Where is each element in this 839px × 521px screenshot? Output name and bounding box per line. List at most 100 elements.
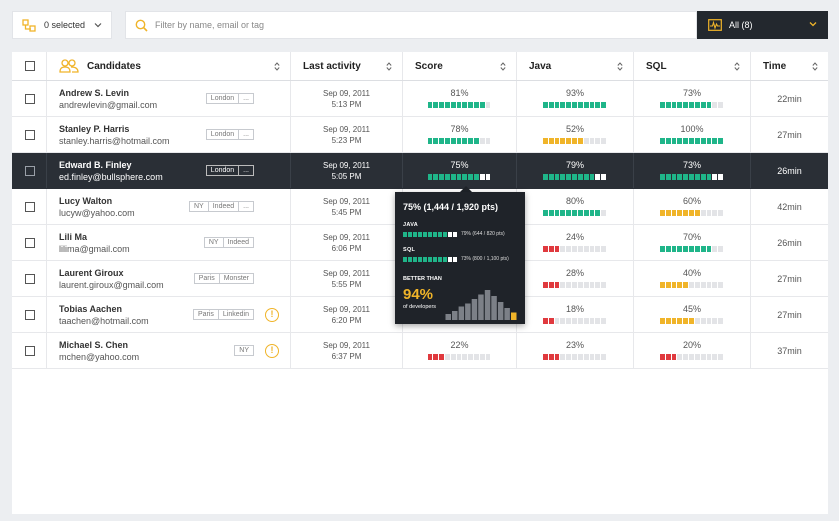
time-cell: 22min: [751, 81, 828, 116]
header-candidates[interactable]: Candidates: [47, 52, 291, 80]
candidate-name[interactable]: Stanley P. Harris: [59, 124, 130, 134]
bar-segment: [443, 256, 447, 262]
tag[interactable]: ...: [238, 201, 254, 212]
tag[interactable]: NY: [234, 345, 254, 356]
bar-segment: [683, 102, 689, 108]
tag[interactable]: ...: [238, 129, 254, 140]
row-checkbox[interactable]: [25, 345, 35, 356]
bar-segment: [712, 174, 718, 180]
bar-segment: [428, 256, 432, 262]
bar-segment: [718, 102, 723, 108]
bar-segment: [689, 174, 694, 180]
candidate-name[interactable]: Laurent Giroux: [59, 268, 124, 278]
header-java[interactable]: Java: [517, 52, 634, 80]
bar-segment: [554, 246, 560, 252]
bar-segment: [418, 231, 422, 237]
bar-segment: [595, 354, 601, 360]
bar-segment: [427, 138, 433, 144]
tag[interactable]: ...: [238, 165, 254, 176]
bar-segment: [694, 354, 700, 360]
candidate-name[interactable]: Lili Ma: [59, 232, 88, 242]
row-checkbox[interactable]: [25, 93, 35, 104]
bar-segment: [694, 246, 700, 252]
tag[interactable]: London: [205, 129, 240, 140]
sql-percent: 100%: [680, 124, 704, 134]
bar-segment: [700, 318, 706, 324]
tag[interactable]: ...: [238, 93, 254, 104]
bar-segment: [660, 174, 665, 180]
table-row[interactable]: Stanley P. Harris stanley.harris@hotmail.…: [12, 117, 828, 153]
tooltip-sql-label: SQL: [403, 247, 416, 253]
bar-segment: [548, 354, 554, 360]
row-checkbox[interactable]: [25, 165, 35, 176]
row-checkbox[interactable]: [25, 309, 35, 320]
sort-icon[interactable]: [734, 62, 740, 71]
tag[interactable]: NY: [189, 201, 209, 212]
bar-segment: [560, 354, 566, 360]
table-row[interactable]: Michael S. Chen mchen@yahoo.com NY! Sep 09,…: [12, 333, 828, 369]
bar-segment: [665, 138, 671, 144]
header-sql[interactable]: SQL: [634, 52, 751, 80]
candidate-name[interactable]: Andrew S. Levin: [59, 88, 130, 98]
bar-segment: [589, 282, 595, 288]
search-box[interactable]: [125, 11, 697, 39]
bar-segment: [595, 210, 601, 216]
selection-icon: [22, 18, 36, 32]
header-last-activity[interactable]: Last activity: [291, 52, 403, 80]
sort-icon[interactable]: [386, 62, 392, 71]
tag[interactable]: Indeed: [222, 237, 254, 248]
java-bar: [543, 174, 607, 180]
header-time[interactable]: Time: [751, 52, 828, 80]
tag[interactable]: Linkedin: [217, 309, 254, 320]
candidate-email: lucyw@yahoo.com: [59, 208, 135, 218]
last-activity-cell: Sep 09, 2011 5:13 PM: [291, 81, 403, 116]
tag[interactable]: NY: [203, 237, 224, 248]
row-checkbox[interactable]: [25, 201, 35, 212]
selection-dropdown[interactable]: 0 selected: [12, 11, 112, 39]
tag[interactable]: London: [205, 93, 240, 104]
bar-segment: [665, 210, 671, 216]
score-cell: 78%: [403, 117, 517, 152]
table-row[interactable]: Edward B. Finley ed.finley@bullsphere.com…: [12, 153, 828, 189]
time-value: 27min: [777, 274, 802, 284]
candidate-name[interactable]: Tobias Aachen: [59, 304, 123, 314]
row-checkbox[interactable]: [25, 237, 35, 248]
users-icon: [59, 59, 79, 73]
filter-dropdown[interactable]: All (8): [697, 11, 828, 39]
tag[interactable]: Paris: [193, 273, 220, 284]
bar-segment: [712, 210, 718, 216]
bar-segment: [548, 138, 554, 144]
bar-segment: [706, 210, 712, 216]
row-checkbox[interactable]: [25, 273, 35, 284]
row-checkbox[interactable]: [25, 129, 35, 140]
tag[interactable]: Monster: [218, 273, 254, 284]
header-candidates-label: Candidates: [87, 61, 141, 72]
search-input[interactable]: [155, 20, 655, 30]
warning-icon[interactable]: !: [265, 308, 279, 322]
candidate-name[interactable]: Lucy Walton: [59, 196, 113, 206]
bar-segment: [554, 210, 560, 216]
sort-icon[interactable]: [617, 62, 623, 71]
tag[interactable]: Paris: [192, 309, 219, 320]
activity-date-day: Sep 09, 2011: [322, 269, 370, 278]
sort-icon[interactable]: [274, 62, 280, 71]
warning-icon[interactable]: !: [265, 344, 279, 358]
tag[interactable]: London: [205, 165, 240, 176]
bar-segment: [453, 231, 457, 237]
sort-icon[interactable]: [500, 62, 506, 71]
bar-segment: [474, 174, 479, 180]
header-score[interactable]: Score: [403, 52, 517, 80]
histogram-bar: [491, 296, 497, 320]
tag[interactable]: Indeed: [207, 201, 240, 212]
time-value: 26min: [777, 238, 802, 248]
header-java-label: Java: [529, 61, 552, 72]
table-row[interactable]: Andrew S. Levin andrewlevin@gmail.com Lond…: [12, 81, 828, 117]
activity-date-time: 5:05 PM: [331, 172, 362, 181]
select-all-checkbox[interactable]: [25, 61, 35, 71]
select-cell: [12, 117, 47, 152]
sort-icon[interactable]: [812, 62, 818, 71]
candidate-name[interactable]: Michael S. Chen: [59, 340, 129, 350]
bar-segment: [601, 282, 606, 288]
candidate-name[interactable]: Edward B. Finley: [59, 160, 132, 170]
activity-date-day: Sep 09, 2011: [322, 233, 370, 242]
